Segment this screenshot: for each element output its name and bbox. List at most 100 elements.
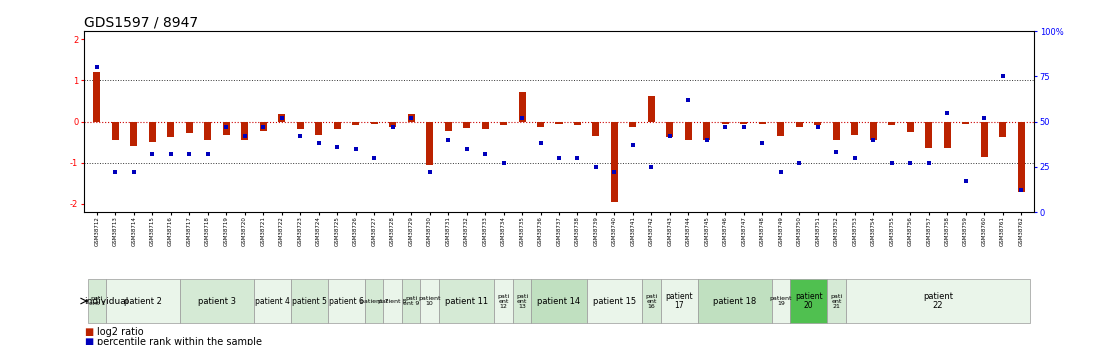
- Bar: [870, 122, 877, 140]
- Text: log2 ratio: log2 ratio: [97, 327, 144, 337]
- Point: [846, 155, 864, 161]
- Bar: [1017, 122, 1025, 191]
- Bar: [814, 122, 822, 125]
- Bar: [796, 122, 803, 127]
- Point: [106, 170, 124, 175]
- Text: pati
ent
21: pati ent 21: [831, 294, 842, 308]
- FancyBboxPatch shape: [180, 279, 254, 323]
- Point: [809, 124, 827, 130]
- Text: ■: ■: [84, 337, 93, 345]
- FancyBboxPatch shape: [790, 279, 827, 323]
- Point: [273, 115, 291, 121]
- Point: [827, 150, 845, 155]
- FancyBboxPatch shape: [291, 279, 328, 323]
- Point: [199, 151, 217, 157]
- Bar: [926, 122, 932, 148]
- FancyBboxPatch shape: [401, 279, 420, 323]
- Text: patient 6: patient 6: [329, 296, 363, 306]
- Bar: [482, 122, 489, 129]
- Point: [883, 160, 901, 166]
- Bar: [666, 122, 673, 137]
- Bar: [722, 122, 729, 124]
- FancyBboxPatch shape: [420, 279, 439, 323]
- Point: [329, 144, 347, 150]
- Point: [661, 134, 679, 139]
- Point: [531, 141, 549, 146]
- FancyBboxPatch shape: [383, 279, 401, 323]
- Bar: [703, 122, 710, 140]
- Text: patient
17: patient 17: [665, 292, 693, 310]
- Point: [439, 137, 457, 142]
- Point: [457, 146, 475, 151]
- Bar: [408, 114, 415, 122]
- Point: [383, 124, 401, 130]
- Text: pati
ent
12: pati ent 12: [498, 294, 510, 308]
- Text: pati
ent 1: pati ent 1: [88, 296, 105, 306]
- Bar: [740, 122, 748, 124]
- Point: [754, 141, 771, 146]
- Point: [494, 160, 512, 166]
- Point: [217, 124, 235, 130]
- FancyBboxPatch shape: [771, 279, 790, 323]
- Point: [476, 151, 494, 157]
- FancyBboxPatch shape: [494, 279, 513, 323]
- FancyBboxPatch shape: [642, 279, 661, 323]
- Bar: [759, 122, 766, 124]
- FancyBboxPatch shape: [87, 279, 106, 323]
- Text: patient 8: patient 8: [378, 298, 407, 304]
- Text: patient
10: patient 10: [418, 296, 440, 306]
- Point: [254, 124, 272, 130]
- Bar: [593, 122, 599, 136]
- FancyBboxPatch shape: [364, 279, 383, 323]
- Point: [236, 134, 254, 139]
- Point: [680, 97, 698, 103]
- Bar: [463, 122, 470, 128]
- Point: [310, 141, 328, 146]
- Bar: [537, 122, 544, 127]
- Bar: [296, 122, 304, 129]
- Point: [606, 170, 624, 175]
- Point: [901, 160, 919, 166]
- Point: [698, 137, 716, 142]
- Point: [143, 151, 161, 157]
- Point: [938, 110, 956, 115]
- Text: patient 15: patient 15: [593, 296, 636, 306]
- Point: [994, 73, 1012, 79]
- Bar: [574, 122, 581, 125]
- Bar: [999, 122, 1006, 137]
- Bar: [944, 122, 950, 148]
- Text: GDS1597 / 8947: GDS1597 / 8947: [84, 16, 198, 30]
- Bar: [980, 122, 987, 157]
- FancyBboxPatch shape: [827, 279, 845, 323]
- FancyBboxPatch shape: [439, 279, 494, 323]
- Point: [957, 179, 975, 184]
- FancyBboxPatch shape: [587, 279, 642, 323]
- FancyBboxPatch shape: [845, 279, 1031, 323]
- Bar: [777, 122, 785, 136]
- Bar: [851, 122, 859, 135]
- Bar: [889, 122, 896, 125]
- Point: [735, 124, 752, 130]
- Bar: [500, 122, 508, 125]
- Text: ■: ■: [84, 327, 93, 337]
- Bar: [648, 96, 655, 122]
- Point: [513, 115, 531, 121]
- Bar: [833, 122, 840, 140]
- FancyBboxPatch shape: [254, 279, 291, 323]
- Point: [624, 142, 642, 148]
- Point: [1012, 188, 1030, 193]
- Point: [717, 124, 735, 130]
- Text: patient
22: patient 22: [923, 292, 953, 310]
- Bar: [370, 122, 378, 124]
- Bar: [186, 122, 192, 133]
- Bar: [519, 92, 525, 122]
- Point: [88, 65, 106, 70]
- Bar: [131, 122, 138, 146]
- Point: [125, 170, 143, 175]
- Text: patient 11: patient 11: [445, 296, 489, 306]
- Text: pati
ent
13: pati ent 13: [517, 294, 528, 308]
- Point: [864, 137, 882, 142]
- Bar: [426, 122, 433, 165]
- Bar: [168, 122, 174, 137]
- Point: [420, 170, 438, 175]
